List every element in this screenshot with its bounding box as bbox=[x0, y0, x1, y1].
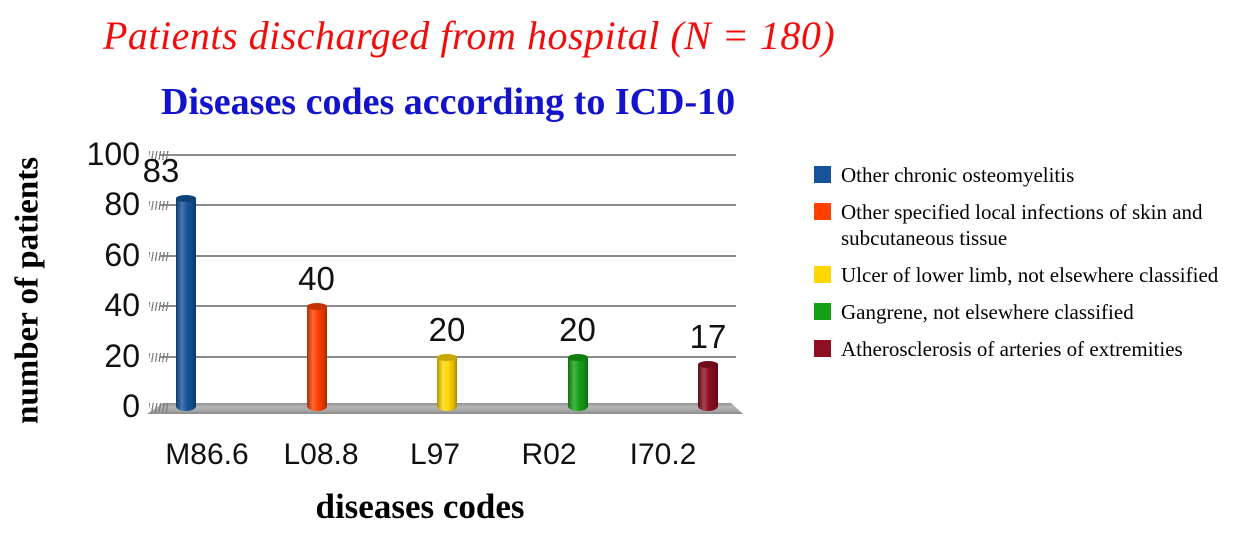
legend-label-1: Other specified local infections of skin… bbox=[841, 200, 1203, 250]
bar-top-cap bbox=[176, 194, 196, 202]
bar-L08.8 bbox=[306, 303, 327, 411]
legend-swatch-0 bbox=[814, 166, 831, 183]
page-title: Patients discharged from hospital (N = 1… bbox=[103, 13, 836, 58]
legend-item-3: Gangrene, not elsewhere classified bbox=[814, 299, 1240, 325]
axis-tick-mark-80 bbox=[149, 201, 169, 211]
bar-shine bbox=[176, 197, 196, 411]
gridline-60 bbox=[160, 254, 736, 257]
x-tick-label-R02: R02 bbox=[521, 438, 577, 471]
bar-L97 bbox=[437, 353, 457, 411]
axis-tick-mark-100 bbox=[149, 151, 169, 160]
y-axis-title: number of patients bbox=[9, 156, 46, 424]
legend-label-0: Other chronic osteomyelitis bbox=[841, 163, 1075, 187]
y-tick-label-60: 60 bbox=[104, 236, 140, 273]
data-label-I70.2: 17 bbox=[689, 318, 727, 356]
legend-item-4: Atherosclerosis of arteries of extremiti… bbox=[814, 336, 1240, 362]
chart-title: Diseases codes according to ICD-10 bbox=[161, 81, 736, 123]
legend-item-0: Other chronic osteomyelitis bbox=[814, 162, 1240, 188]
bar-shine bbox=[698, 364, 718, 411]
legend-item-2: Ulcer of lower limb, not elsewhere class… bbox=[814, 262, 1240, 288]
legend-item-1: Other specified local infections of skin… bbox=[814, 199, 1240, 251]
y-tick-label-20: 20 bbox=[104, 337, 140, 374]
bar-shine bbox=[567, 356, 588, 411]
legend-swatch-2 bbox=[814, 266, 831, 283]
x-tick-label-L08.8: L08.8 bbox=[283, 438, 359, 471]
legend-label-3: Gangrene, not elsewhere classified bbox=[841, 300, 1134, 324]
axis-tick-mark-40 bbox=[149, 302, 169, 312]
y-tick-label-80: 80 bbox=[104, 186, 140, 223]
legend-swatch-1 bbox=[814, 203, 831, 220]
data-label-R02: 20 bbox=[559, 310, 596, 348]
bar-I70.2 bbox=[698, 361, 718, 411]
legend-swatch-3 bbox=[814, 303, 831, 320]
bar-shine bbox=[437, 356, 457, 411]
legend-label-4: Atherosclerosis of arteries of extremiti… bbox=[841, 337, 1183, 361]
bar-top-cap bbox=[306, 303, 327, 311]
y-tick-label-40: 40 bbox=[104, 287, 140, 324]
x-tick-label-I70.2: I70.2 bbox=[629, 438, 697, 471]
data-label-M86.6: 83 bbox=[142, 151, 180, 189]
x-tick-label-L97: L97 bbox=[409, 438, 461, 471]
y-tick-label-0: 0 bbox=[122, 388, 140, 424]
x-axis-title: diseases codes bbox=[315, 487, 525, 526]
bar-top-cap bbox=[698, 361, 718, 369]
axis-tick-mark-20 bbox=[149, 352, 169, 362]
bar-M86.6 bbox=[176, 194, 196, 411]
axis-tick-mark-60 bbox=[149, 251, 169, 261]
gridline-80 bbox=[160, 204, 736, 207]
legend-swatch-4 bbox=[814, 340, 831, 357]
legend-label-2: Ulcer of lower limb, not elsewhere class… bbox=[841, 263, 1219, 287]
gridline-100 bbox=[160, 154, 736, 156]
data-label-L08.8: 40 bbox=[298, 260, 335, 298]
axis-tick-mark-0 bbox=[149, 403, 169, 412]
gridline-40 bbox=[160, 305, 736, 308]
y-tick-label-100: 100 bbox=[86, 136, 140, 172]
data-label-L97: 20 bbox=[428, 310, 466, 348]
legend: Other chronic osteomyelitis Other specifi… bbox=[814, 162, 1240, 373]
bar-top-cap bbox=[437, 353, 457, 361]
bar-top-cap bbox=[567, 353, 588, 361]
x-tick-label-M86.6: M86.6 bbox=[165, 438, 249, 471]
bar-shine bbox=[306, 306, 327, 411]
bar-R02 bbox=[567, 353, 588, 411]
